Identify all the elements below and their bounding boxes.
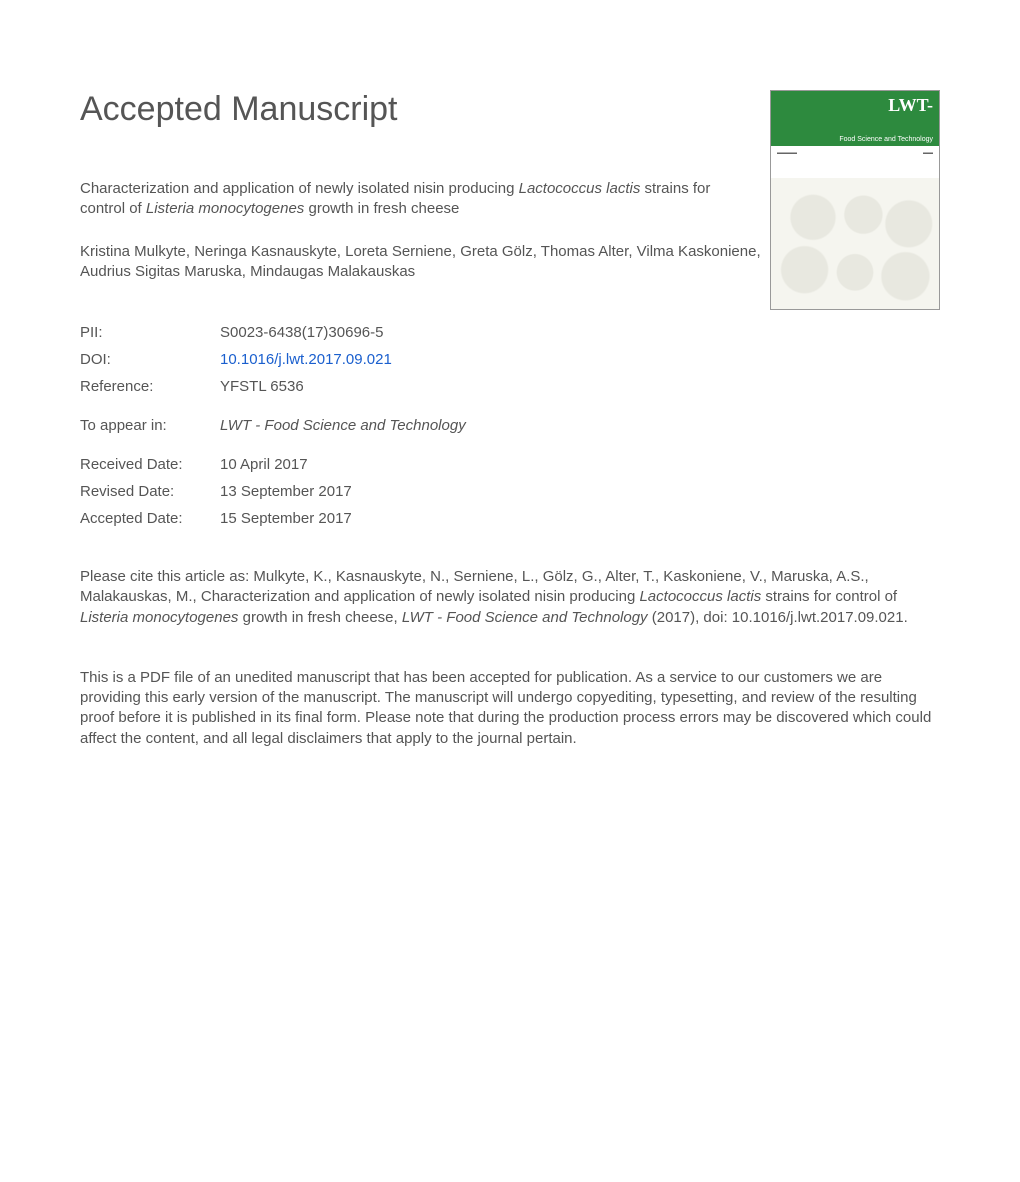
citation-block: Please cite this article as: Mulkyte, K.…	[80, 567, 940, 628]
cover-mid-strip: ▬▬▬▬▬▬	[771, 146, 939, 178]
title-suffix: growth in fresh cheese	[304, 200, 459, 217]
revised-label: Revised Date:	[80, 483, 220, 500]
cover-logo-text: LWT-	[888, 95, 933, 116]
reference-value: YFSTL 6536	[220, 378, 304, 395]
journal-cover-thumbnail: LWT- Food Science and Technology ▬▬▬▬▬▬	[770, 90, 940, 310]
meta-row-doi: DOI: 10.1016/j.lwt.2017.09.021	[80, 351, 940, 368]
title-species-2: Listeria monocytogenes	[146, 200, 304, 217]
accepted-value: 15 September 2017	[220, 510, 352, 527]
doi-link[interactable]: 10.1016/j.lwt.2017.09.021	[220, 351, 392, 368]
cover-header: LWT-	[771, 91, 939, 137]
reference-label: Reference:	[80, 378, 220, 395]
citation-journal: LWT - Food Science and Technology	[402, 609, 648, 626]
title-prefix: Characterization and application of newl…	[80, 180, 519, 197]
meta-row-reference: Reference: YFSTL 6536	[80, 378, 940, 395]
revised-value: 13 September 2017	[220, 483, 352, 500]
meta-row-revised: Revised Date: 13 September 2017	[80, 483, 940, 500]
citation-mid1: strains for control of	[761, 588, 897, 605]
meta-row-accepted: Accepted Date: 15 September 2017	[80, 510, 940, 527]
doi-label: DOI:	[80, 351, 220, 368]
meta-row-pii: PII: S0023-6438(17)30696-5	[80, 324, 940, 341]
meta-row-received: Received Date: 10 April 2017	[80, 456, 940, 473]
pii-label: PII:	[80, 324, 220, 341]
appear-value: LWT - Food Science and Technology	[220, 417, 466, 434]
pii-value: S0023-6438(17)30696-5	[220, 324, 383, 341]
cover-subtitle: Food Science and Technology	[771, 136, 939, 146]
metadata-table: PII: S0023-6438(17)30696-5 DOI: 10.1016/…	[80, 324, 940, 527]
citation-tail: (2017), doi: 10.1016/j.lwt.2017.09.021.	[648, 609, 908, 626]
received-label: Received Date:	[80, 456, 220, 473]
article-title: Characterization and application of newl…	[80, 179, 720, 220]
authors-list: Kristina Mulkyte, Neringa Kasnauskyte, L…	[80, 242, 780, 283]
title-species-1: Lactococcus lactis	[519, 180, 641, 197]
citation-species-2: Listeria monocytogenes	[80, 609, 238, 626]
disclaimer-text: This is a PDF file of an unedited manusc…	[80, 668, 940, 749]
citation-mid2: growth in fresh cheese,	[238, 609, 401, 626]
citation-species-1: Lactococcus lactis	[639, 588, 761, 605]
accepted-label: Accepted Date:	[80, 510, 220, 527]
appear-label: To appear in:	[80, 417, 220, 434]
received-value: 10 April 2017	[220, 456, 308, 473]
meta-row-appear: To appear in: LWT - Food Science and Tec…	[80, 417, 940, 434]
cover-image	[771, 178, 939, 309]
